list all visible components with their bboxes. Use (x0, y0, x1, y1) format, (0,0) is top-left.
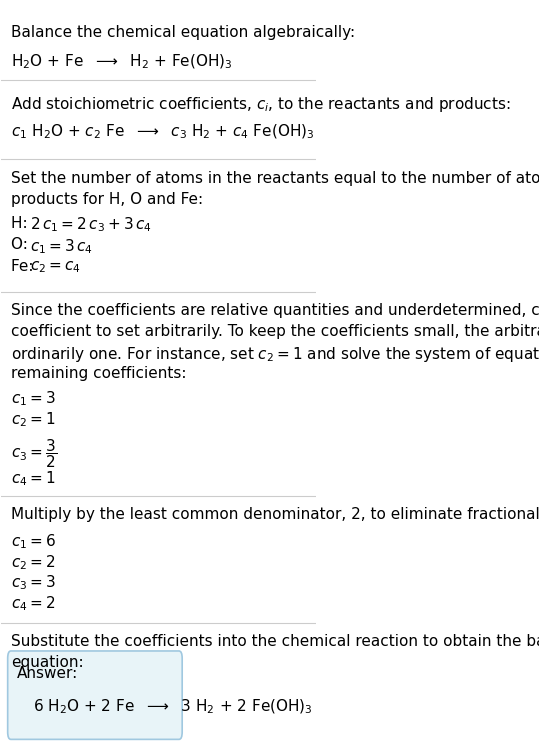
Text: products for H, O and Fe:: products for H, O and Fe: (11, 193, 203, 208)
Text: coefficient to set arbitrarily. To keep the coefficients small, the arbitrary va: coefficient to set arbitrarily. To keep … (11, 324, 539, 339)
Text: equation:: equation: (11, 656, 84, 671)
Text: ordinarily one. For instance, set $c_2 = 1$ and solve the system of equations fo: ordinarily one. For instance, set $c_2 =… (11, 345, 539, 364)
Text: $c_1 = 6$: $c_1 = 6$ (11, 532, 56, 550)
Text: $c_4 = 2$: $c_4 = 2$ (11, 595, 56, 614)
Text: Multiply by the least common denominator, 2, to eliminate fractional coefficient: Multiply by the least common denominator… (11, 507, 539, 522)
Text: $c_2 = c_4$: $c_2 = c_4$ (30, 259, 80, 274)
Text: $2\,c_1 = 2\,c_3 + 3\,c_4$: $2\,c_1 = 2\,c_3 + 3\,c_4$ (30, 216, 151, 235)
Text: Balance the chemical equation algebraically:: Balance the chemical equation algebraica… (11, 26, 355, 41)
Text: Add stoichiometric coefficients, $c_i$, to the reactants and products:: Add stoichiometric coefficients, $c_i$, … (11, 95, 510, 114)
Text: $c_2 = 2$: $c_2 = 2$ (11, 553, 56, 572)
Text: 6 H$_2$O + 2 Fe  $\longrightarrow$  3 H$_2$ + 2 Fe(OH)$_3$: 6 H$_2$O + 2 Fe $\longrightarrow$ 3 H$_2… (33, 698, 313, 717)
Text: O:: O: (11, 238, 32, 253)
Text: Set the number of atoms in the reactants equal to the number of atoms in the: Set the number of atoms in the reactants… (11, 171, 539, 186)
Text: H$_2$O + Fe  $\longrightarrow$  H$_2$ + Fe(OH)$_3$: H$_2$O + Fe $\longrightarrow$ H$_2$ + Fe… (11, 53, 232, 71)
Text: $c_3 = 3$: $c_3 = 3$ (11, 574, 56, 593)
Text: $c_1$ H$_2$O + $c_2$ Fe  $\longrightarrow$  $c_3$ H$_2$ + $c_4$ Fe(OH)$_3$: $c_1$ H$_2$O + $c_2$ Fe $\longrightarrow… (11, 123, 314, 141)
Text: $c_4 = 1$: $c_4 = 1$ (11, 469, 56, 487)
FancyBboxPatch shape (8, 651, 182, 739)
Text: Since the coefficients are relative quantities and underdetermined, choose a: Since the coefficients are relative quan… (11, 303, 539, 318)
Text: $c_1 = 3$: $c_1 = 3$ (11, 390, 56, 408)
Text: H:: H: (11, 216, 32, 231)
Text: Fe:: Fe: (11, 259, 38, 274)
Text: $c_2 = 1$: $c_2 = 1$ (11, 411, 56, 429)
Text: remaining coefficients:: remaining coefficients: (11, 366, 186, 381)
Text: $c_1 = 3\,c_4$: $c_1 = 3\,c_4$ (30, 238, 93, 256)
Text: Substitute the coefficients into the chemical reaction to obtain the balanced: Substitute the coefficients into the che… (11, 635, 539, 650)
Text: $c_3 = \dfrac{3}{2}$: $c_3 = \dfrac{3}{2}$ (11, 438, 57, 470)
Text: Answer:: Answer: (17, 666, 78, 681)
